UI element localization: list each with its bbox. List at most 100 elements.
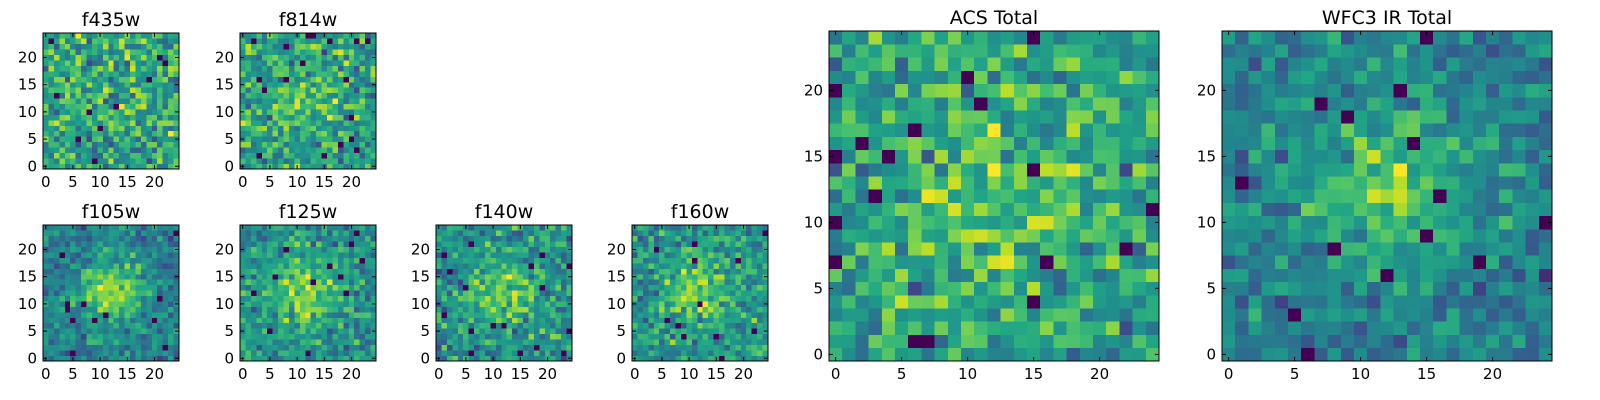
heatmap-cell xyxy=(240,141,246,148)
heatmap-cell xyxy=(157,103,163,110)
heatmap-cell xyxy=(921,136,935,151)
heatmap-cell xyxy=(168,65,174,72)
heatmap-cell xyxy=(1079,215,1094,230)
heatmap-cell xyxy=(59,87,66,94)
heatmap-cell xyxy=(102,246,109,253)
heatmap-cell xyxy=(53,284,60,291)
heatmap-cell xyxy=(895,189,909,203)
heatmap-cell xyxy=(691,268,698,275)
heatmap-cell xyxy=(708,312,714,318)
heatmap-cell xyxy=(702,355,709,362)
heatmap-cell xyxy=(305,49,312,56)
heatmap-cell xyxy=(332,136,339,143)
heatmap-cell xyxy=(533,355,540,362)
heatmap-cell xyxy=(544,257,551,264)
heatmap-cell xyxy=(974,334,988,349)
heatmap-cell xyxy=(1132,83,1147,98)
heatmap-cell xyxy=(479,295,486,302)
heatmap-cell xyxy=(757,317,763,324)
heatmap-cell xyxy=(757,241,763,248)
heatmap-cell xyxy=(495,328,502,335)
heatmap-cell xyxy=(130,54,136,61)
heatmap-cell xyxy=(735,284,742,291)
heatmap-cell xyxy=(561,273,567,280)
heatmap-cell xyxy=(261,230,268,237)
heatmap-cell xyxy=(1525,189,1540,203)
heatmap-cell xyxy=(113,241,120,248)
heatmap-cell xyxy=(1354,347,1368,362)
heatmap-cell xyxy=(881,97,896,111)
heatmap-cell xyxy=(321,333,328,340)
heatmap-cell xyxy=(91,279,98,286)
heatmap-cell xyxy=(446,317,453,324)
heatmap-cell xyxy=(43,87,49,94)
heatmap-cell xyxy=(157,322,163,329)
y-tick-label: 0 xyxy=(224,157,234,175)
heatmap-cell xyxy=(664,301,671,307)
heatmap-cell xyxy=(102,109,109,115)
heatmap-cell xyxy=(1106,70,1120,85)
heatmap-cell xyxy=(987,97,1001,111)
heatmap-cell xyxy=(517,312,524,318)
heatmap-cell xyxy=(299,317,306,324)
heatmap-cell xyxy=(1472,334,1487,349)
heatmap-cell xyxy=(267,246,273,253)
heatmap-cell xyxy=(1433,202,1447,217)
heatmap-cell xyxy=(173,120,180,126)
heatmap-cell xyxy=(113,252,120,258)
heatmap-cell xyxy=(348,295,355,302)
heatmap-cell xyxy=(305,263,312,269)
heatmap-cell xyxy=(842,202,856,217)
heatmap-cell xyxy=(321,141,328,148)
heatmap-cell xyxy=(961,31,975,45)
heatmap-cell xyxy=(642,235,649,242)
heatmap-cell xyxy=(81,125,87,132)
heatmap-cell xyxy=(550,344,556,351)
heatmap-cell xyxy=(91,225,98,231)
heatmap-cell xyxy=(855,321,869,335)
heatmap-cell xyxy=(1093,255,1107,269)
heatmap-cell xyxy=(327,147,333,153)
heatmap-cell xyxy=(48,230,55,237)
heatmap-cell xyxy=(97,295,104,302)
heatmap-cell xyxy=(272,306,279,313)
heatmap-cell xyxy=(1248,189,1262,203)
heatmap-cell xyxy=(146,92,153,99)
heatmap-cell xyxy=(250,295,257,302)
heatmap-cell xyxy=(108,241,115,248)
heatmap-cell xyxy=(528,230,535,237)
heatmap-cell xyxy=(370,103,377,110)
heatmap-cell xyxy=(316,49,322,56)
heatmap-cell xyxy=(256,257,263,264)
heatmap-cell xyxy=(135,350,142,356)
heatmap-cell xyxy=(316,230,322,237)
heatmap-cell xyxy=(327,130,333,137)
y-tick-label: 0 xyxy=(813,345,823,363)
heatmap-cell xyxy=(261,33,268,39)
heatmap-cell xyxy=(53,328,60,335)
heatmap-cell xyxy=(70,312,76,318)
heatmap-cell xyxy=(566,322,573,329)
heatmap-cell xyxy=(544,295,551,302)
heatmap-cell xyxy=(256,92,263,99)
heatmap-cell xyxy=(1261,321,1276,335)
heatmap-cell xyxy=(506,322,513,329)
heatmap-cell xyxy=(261,241,268,248)
heatmap-cell xyxy=(337,328,344,335)
heatmap-cell xyxy=(713,268,720,275)
heatmap-cell xyxy=(528,225,535,231)
heatmap-cell xyxy=(708,339,714,345)
heatmap-cell xyxy=(288,33,295,39)
heatmap-cell xyxy=(544,344,551,351)
heatmap-cell xyxy=(987,308,1001,322)
heatmap-cell xyxy=(729,317,736,324)
heatmap-cell xyxy=(267,230,273,237)
heatmap-cell xyxy=(961,189,975,203)
heatmap-cell xyxy=(1446,202,1460,217)
heatmap-cell xyxy=(53,152,60,159)
heatmap-cell xyxy=(157,333,163,340)
heatmap-cell xyxy=(278,136,284,143)
heatmap-cell xyxy=(135,147,142,153)
heatmap-cell xyxy=(354,322,360,329)
heatmap-cell xyxy=(1274,268,1289,283)
